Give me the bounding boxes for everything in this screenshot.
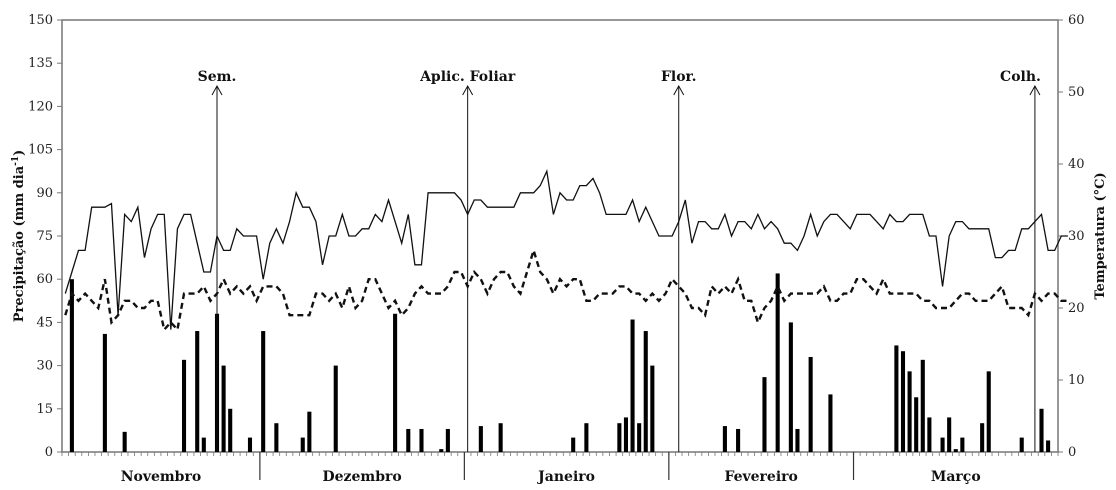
precipitation-bar bbox=[920, 359, 925, 452]
month-label: Novembro bbox=[121, 469, 202, 485]
temperature-max-line bbox=[64, 168, 1068, 330]
precipitation-bar bbox=[900, 351, 906, 452]
month-label: Janeiro bbox=[536, 469, 595, 485]
left-tick-label: 30 bbox=[36, 359, 53, 374]
precipitation-bar bbox=[445, 428, 450, 452]
event-arrow-head bbox=[1029, 84, 1041, 96]
left-axis-title-sup: -1 bbox=[11, 156, 21, 166]
right-axis: 0 10 20 30 40 50 60 bbox=[1058, 13, 1085, 460]
event-label: Colh. bbox=[1000, 69, 1041, 85]
left-tick-label: 15 bbox=[36, 402, 53, 417]
left-axis-title: Precipitação (mm dia-1) bbox=[11, 150, 27, 323]
precipitation-bar bbox=[907, 371, 912, 452]
phenology-events: Sem. Aplic. Foliar Flor. Colh. bbox=[198, 69, 1041, 452]
right-axis-title: Temperatura (°C) bbox=[1093, 172, 1108, 299]
precipitation-bar bbox=[1019, 437, 1024, 452]
precipitation-bar bbox=[986, 371, 991, 452]
precipitation-bar bbox=[274, 423, 279, 452]
precipitation-bar bbox=[623, 417, 629, 452]
precipitation-bar bbox=[808, 356, 813, 452]
left-tick-label: 120 bbox=[28, 99, 53, 114]
precipitation-bar bbox=[940, 437, 945, 452]
precipitation-bar bbox=[201, 437, 206, 452]
precipitation-bar bbox=[788, 322, 793, 452]
right-tick-label: 20 bbox=[1068, 301, 1085, 316]
right-tick-label: 30 bbox=[1068, 229, 1085, 244]
month-label: Março bbox=[931, 469, 981, 485]
precipitation-bar bbox=[1039, 408, 1044, 452]
right-tick-label: 0 bbox=[1068, 445, 1076, 460]
right-tick-label: 10 bbox=[1068, 373, 1085, 388]
precipitation-bar bbox=[439, 449, 444, 452]
precipitation-bar bbox=[914, 397, 919, 452]
precipitation-bar bbox=[775, 273, 780, 452]
precipitation-bar bbox=[736, 428, 741, 452]
precipitation-bar bbox=[960, 437, 965, 452]
temperature-min-line bbox=[64, 246, 1068, 333]
month-label: Dezembro bbox=[323, 469, 402, 485]
left-axis: 0 15 30 45 60 75 90 105 120 135 150 bbox=[28, 13, 62, 460]
precipitation-bar bbox=[300, 437, 305, 452]
left-tick-label: 90 bbox=[36, 186, 53, 201]
precipitation-bar bbox=[247, 437, 253, 452]
precipitation-bar bbox=[630, 319, 635, 452]
right-tick-label: 40 bbox=[1068, 157, 1085, 172]
left-tick-label: 45 bbox=[36, 315, 53, 330]
precipitation-bar bbox=[393, 313, 398, 452]
precipitation-bar bbox=[571, 437, 576, 452]
precipitation-bar bbox=[228, 408, 233, 452]
precipitation-bar bbox=[637, 423, 642, 452]
precipitation-bar bbox=[584, 423, 589, 452]
precipitation-bar bbox=[617, 423, 622, 452]
event-arrow-head bbox=[462, 84, 474, 96]
precipitation-bar bbox=[195, 331, 200, 452]
precipitation-bar bbox=[478, 426, 483, 452]
x-axis: Novembro Dezembro Janeiro Fevereiro Março bbox=[61, 452, 1059, 485]
precipitation-bar bbox=[795, 428, 800, 452]
event-arrow-head bbox=[673, 84, 685, 96]
precipitation-bar bbox=[498, 423, 503, 452]
precipitation-bar bbox=[419, 428, 424, 452]
left-tick-label: 60 bbox=[36, 272, 53, 287]
event-label: Sem. bbox=[198, 69, 237, 85]
precipitation-bar bbox=[221, 365, 226, 452]
precipitation-bar bbox=[953, 449, 958, 452]
event-arrow-head bbox=[211, 84, 223, 96]
precipitation-bar bbox=[722, 426, 727, 452]
month-label: Fevereiro bbox=[724, 469, 797, 485]
left-axis-title-close: ) bbox=[12, 150, 27, 156]
precipitation-bar bbox=[927, 417, 932, 452]
left-tick-label: 105 bbox=[28, 143, 53, 158]
left-tick-label: 135 bbox=[28, 56, 53, 71]
precipitation-bar bbox=[333, 365, 338, 452]
precipitation-bar bbox=[828, 394, 833, 452]
event-label: Aplic. Foliar bbox=[419, 69, 516, 85]
left-tick-label: 75 bbox=[36, 229, 53, 244]
precipitation-bar bbox=[102, 333, 107, 452]
precipitation-bar bbox=[261, 331, 266, 452]
precipitation-bar bbox=[947, 417, 952, 452]
precipitation-bars bbox=[69, 273, 1051, 452]
precipitation-bar bbox=[181, 359, 187, 452]
left-tick-label: 0 bbox=[45, 445, 53, 460]
right-tick-label: 50 bbox=[1068, 85, 1085, 100]
left-axis-title-text: Precipitação (mm dia bbox=[12, 165, 27, 322]
precipitation-bar bbox=[122, 431, 127, 452]
precipitation-bar bbox=[406, 428, 411, 452]
right-tick-label: 60 bbox=[1068, 13, 1085, 28]
precipitation-bar bbox=[762, 377, 767, 452]
event-label: Flor. bbox=[661, 69, 697, 85]
precipitation-bar bbox=[307, 411, 312, 452]
precipitation-bar bbox=[894, 345, 899, 452]
temperature-lines bbox=[64, 168, 1068, 333]
left-tick-label: 150 bbox=[28, 13, 53, 28]
precipitation-bar bbox=[980, 423, 985, 452]
precipitation-bar bbox=[1046, 440, 1051, 452]
precipitation-bar bbox=[643, 331, 648, 452]
precipitation-bar bbox=[69, 279, 74, 452]
precipitation-bar bbox=[650, 365, 655, 452]
